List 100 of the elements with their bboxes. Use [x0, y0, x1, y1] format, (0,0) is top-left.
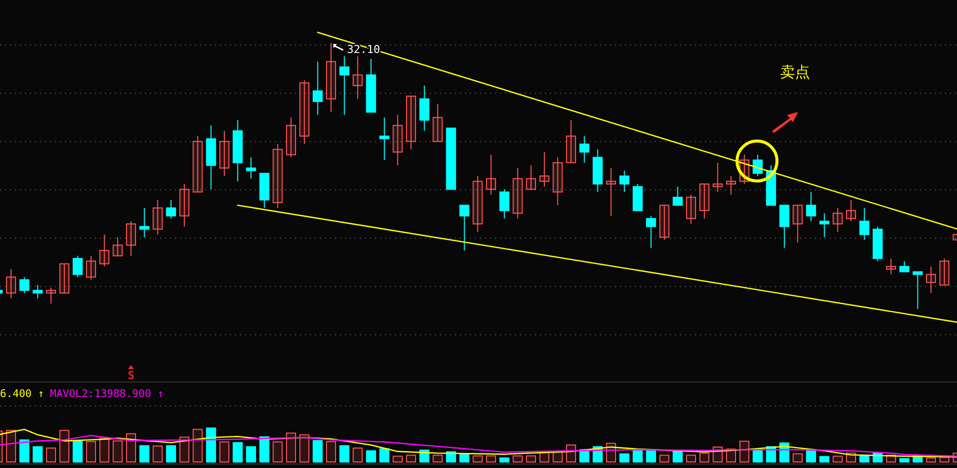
candlestick — [99, 234, 110, 267]
candlestick — [792, 204, 803, 243]
bar — [272, 441, 283, 462]
bar — [312, 440, 323, 462]
bar — [86, 441, 96, 462]
bar — [739, 440, 750, 462]
candlestick — [512, 168, 523, 220]
candlestick — [579, 136, 590, 164]
bar — [499, 457, 510, 462]
bar — [432, 454, 443, 462]
bar — [792, 453, 803, 462]
candlestick — [272, 144, 283, 208]
bar — [246, 446, 256, 462]
candlestick — [806, 191, 816, 222]
bar — [99, 438, 110, 462]
candlestick — [139, 207, 150, 238]
candlestick — [59, 263, 70, 294]
bar — [139, 445, 150, 462]
candlestick — [432, 104, 443, 142]
bar — [326, 441, 336, 462]
candlestick — [166, 199, 176, 220]
bar — [699, 452, 710, 462]
text: MAVOL2:13988.900 ↑ — [50, 388, 164, 400]
bar — [206, 428, 216, 462]
candlestick — [112, 236, 123, 256]
candlestick — [726, 176, 736, 196]
bar — [406, 454, 416, 462]
bar — [926, 457, 936, 462]
bar — [486, 455, 496, 462]
candlestick — [312, 61, 323, 116]
bar — [219, 441, 230, 462]
candlestick — [552, 156, 563, 206]
candlestick — [712, 162, 723, 192]
candlestick — [499, 188, 510, 220]
bar — [112, 440, 123, 462]
bar — [526, 455, 536, 462]
candlestick — [46, 287, 56, 304]
candlestick — [846, 199, 856, 222]
bar — [366, 450, 376, 462]
candlestick — [619, 170, 630, 192]
candlestick — [886, 258, 896, 275]
candlestick — [819, 212, 830, 238]
bar — [752, 449, 763, 462]
bar — [686, 454, 696, 462]
bar — [352, 448, 363, 462]
bar — [286, 432, 296, 462]
bar — [126, 433, 136, 462]
candlestick — [926, 266, 936, 294]
candlestick — [406, 96, 416, 150]
candlestick — [219, 130, 230, 176]
bar — [46, 448, 56, 462]
bar — [512, 455, 523, 462]
candlestick — [379, 116, 390, 161]
text: S — [128, 369, 134, 382]
bar — [72, 440, 83, 462]
candlestick — [419, 85, 430, 132]
bar — [59, 430, 70, 462]
candlestick — [779, 204, 790, 248]
candlestick — [899, 260, 910, 272]
candlestick — [939, 258, 950, 286]
candlestick — [486, 154, 496, 196]
candlestick — [566, 120, 576, 164]
bar — [152, 446, 163, 462]
candlestick — [192, 136, 203, 192]
bar — [379, 448, 390, 462]
annotation: 卖点 — [780, 63, 810, 81]
bar — [259, 436, 270, 462]
bar — [659, 454, 670, 462]
candlestick — [699, 183, 710, 220]
candlestick — [646, 215, 656, 248]
candlestick — [459, 204, 470, 251]
bar — [472, 455, 483, 462]
candlestick — [672, 186, 683, 206]
bar — [232, 442, 243, 462]
candlestick — [19, 276, 30, 294]
bar — [32, 446, 43, 462]
bar — [179, 436, 190, 462]
candlestick — [832, 207, 843, 232]
candlestick — [912, 271, 923, 310]
bar — [339, 445, 350, 462]
candlestick — [472, 176, 483, 232]
candlestick — [606, 168, 616, 216]
candlestick — [126, 220, 136, 256]
candlestick — [859, 207, 870, 240]
text: 6.400 ↑ — [0, 388, 44, 400]
bar — [392, 456, 403, 462]
candlestick — [686, 194, 696, 224]
bar — [899, 458, 910, 462]
candlestick — [299, 80, 310, 145]
bar — [299, 434, 310, 462]
candlestick — [326, 42, 336, 113]
bar — [19, 439, 30, 462]
candlestick — [526, 164, 536, 190]
candlestick — [392, 114, 403, 166]
bar — [166, 445, 176, 462]
candlestick — [752, 154, 763, 176]
candlestick — [246, 156, 256, 180]
bar — [646, 449, 656, 462]
candlestick — [152, 199, 163, 236]
candlestick — [86, 255, 96, 280]
